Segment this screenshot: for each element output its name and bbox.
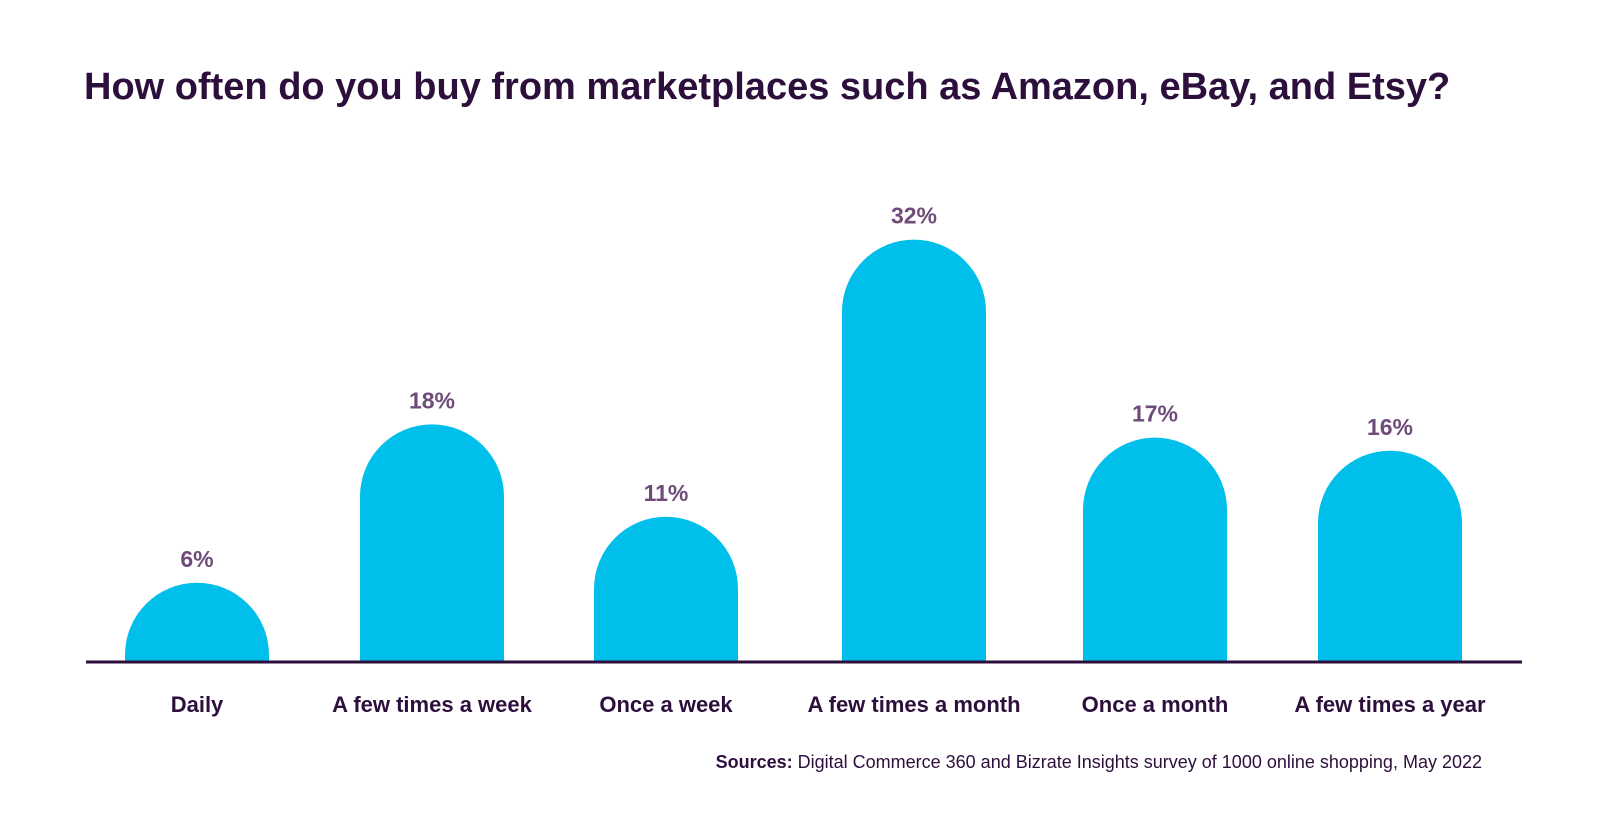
value-label-4: 17% (1132, 401, 1178, 427)
bars-layer (125, 239, 1462, 662)
value-label-1: 18% (409, 387, 455, 413)
category-label-1: A few times a week (332, 692, 532, 717)
bar-1 (360, 424, 504, 662)
chart-title: How often do you buy from marketplaces s… (84, 66, 1451, 108)
source-text: Digital Commerce 360 and Bizrate Insight… (792, 752, 1482, 772)
category-label-3: A few times a month (807, 692, 1020, 717)
category-label-0: Daily (171, 692, 224, 717)
bar-2 (594, 516, 738, 662)
bar-3 (842, 239, 986, 662)
source-note: Sources: Digital Commerce 360 and Bizrat… (716, 752, 1482, 773)
labels-layer: 6% Daily 18% A few times a week 11% Once a we… (171, 203, 1486, 717)
bar-0 (125, 582, 269, 662)
category-label-2: Once a week (599, 692, 733, 717)
source-prefix: Sources: (715, 752, 793, 772)
category-label-5: A few times a year (1294, 692, 1486, 717)
value-label-0: 6% (180, 546, 213, 572)
category-label-4: Once a month (1082, 692, 1229, 717)
bar-5 (1318, 450, 1462, 662)
value-label-3: 32% (891, 203, 937, 229)
bar-4 (1083, 437, 1227, 662)
value-label-2: 11% (644, 480, 689, 506)
value-label-5: 16% (1367, 414, 1413, 440)
